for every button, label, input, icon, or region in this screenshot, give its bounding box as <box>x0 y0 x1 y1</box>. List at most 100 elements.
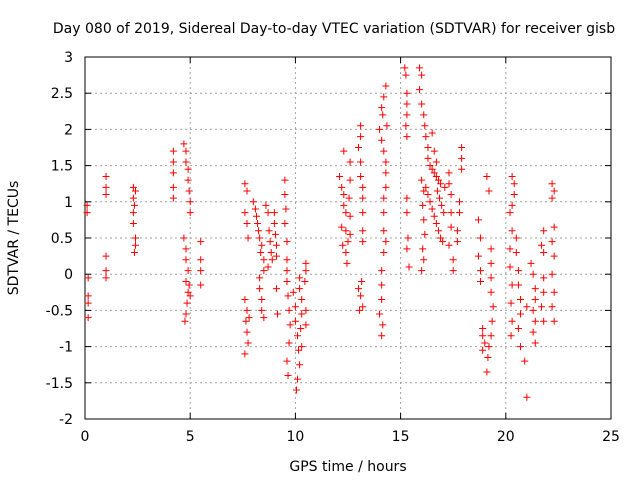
data-point <box>403 89 411 97</box>
data-point <box>418 176 426 184</box>
data-point <box>241 209 249 217</box>
data-point <box>131 234 139 242</box>
data-point <box>342 209 350 217</box>
data-point <box>382 158 390 166</box>
data-point <box>241 350 249 358</box>
y-tick-label: 2 <box>64 122 73 138</box>
data-point <box>260 256 268 264</box>
data-point <box>281 220 289 228</box>
data-point <box>474 216 482 224</box>
data-point <box>378 104 386 112</box>
x-axis-label: GPS time / hours <box>289 459 406 475</box>
data-point <box>540 227 548 235</box>
data-point <box>183 299 191 307</box>
data-point <box>376 125 384 133</box>
x-tick-label: 20 <box>497 429 515 445</box>
data-point <box>378 332 386 340</box>
data-point <box>418 71 426 79</box>
data-point <box>357 158 365 166</box>
data-point <box>531 285 539 293</box>
data-point <box>186 198 194 206</box>
data-point <box>382 169 390 177</box>
data-point <box>84 299 92 307</box>
data-point <box>380 248 388 256</box>
data-point <box>357 122 365 130</box>
data-point <box>243 306 251 314</box>
data-point <box>283 277 291 285</box>
data-point <box>378 267 386 275</box>
data-point <box>426 198 434 206</box>
data-point <box>359 303 367 311</box>
data-point <box>453 227 461 235</box>
data-point <box>514 325 522 332</box>
y-tick-label: 1 <box>64 195 73 211</box>
data-point <box>421 122 429 130</box>
data-point <box>402 71 410 79</box>
data-point <box>336 172 344 180</box>
data-point <box>245 314 253 322</box>
data-point <box>129 183 137 191</box>
x-tick-label: 0 <box>81 429 90 445</box>
data-point <box>358 277 366 285</box>
data-point <box>439 238 447 246</box>
data-point <box>264 263 272 271</box>
data-point <box>83 201 91 209</box>
data-point <box>376 310 384 318</box>
data-point <box>508 281 516 289</box>
data-point <box>403 133 411 141</box>
data-point <box>302 259 310 267</box>
data-point <box>265 227 273 235</box>
data-point <box>487 288 495 296</box>
data-point <box>359 227 367 235</box>
data-point <box>487 332 495 340</box>
data-point <box>130 201 138 209</box>
data-point <box>180 140 188 148</box>
data-point <box>508 227 516 235</box>
data-point <box>529 328 537 336</box>
data-point <box>283 357 291 365</box>
data-point <box>251 205 259 213</box>
data-point <box>432 172 440 180</box>
data-point <box>291 317 299 325</box>
data-point <box>485 187 493 195</box>
data-point <box>508 172 516 180</box>
data-point <box>548 270 556 278</box>
data-point <box>281 176 289 184</box>
data-point <box>550 223 558 231</box>
data-point <box>477 234 485 242</box>
y-tick-label: -1.5 <box>46 376 73 392</box>
data-point <box>241 296 249 304</box>
data-point <box>424 191 432 199</box>
data-point <box>342 248 350 256</box>
data-point <box>418 267 426 275</box>
data-point <box>359 183 367 191</box>
data-point <box>382 82 390 90</box>
data-point <box>432 158 440 166</box>
data-point <box>102 183 110 191</box>
data-point <box>405 263 413 271</box>
data-point <box>185 281 193 289</box>
data-point <box>531 296 539 304</box>
data-point <box>403 209 411 217</box>
data-point <box>243 220 251 228</box>
data-point <box>197 256 205 264</box>
data-point <box>432 220 440 228</box>
data-point <box>403 194 411 202</box>
data-point <box>548 194 556 202</box>
data-point <box>404 234 412 242</box>
data-point <box>437 234 445 242</box>
data-point <box>340 191 348 199</box>
data-point <box>523 393 531 401</box>
data-point <box>182 310 190 318</box>
data-point <box>440 209 448 217</box>
data-point <box>550 187 558 195</box>
data-point <box>422 183 430 191</box>
data-point <box>380 93 388 101</box>
data-point <box>182 158 190 166</box>
data-point <box>434 227 442 235</box>
data-point <box>260 314 268 322</box>
data-point <box>458 144 466 151</box>
data-point <box>487 245 495 253</box>
y-tick-label: -2 <box>59 412 73 428</box>
data-point <box>129 194 137 202</box>
